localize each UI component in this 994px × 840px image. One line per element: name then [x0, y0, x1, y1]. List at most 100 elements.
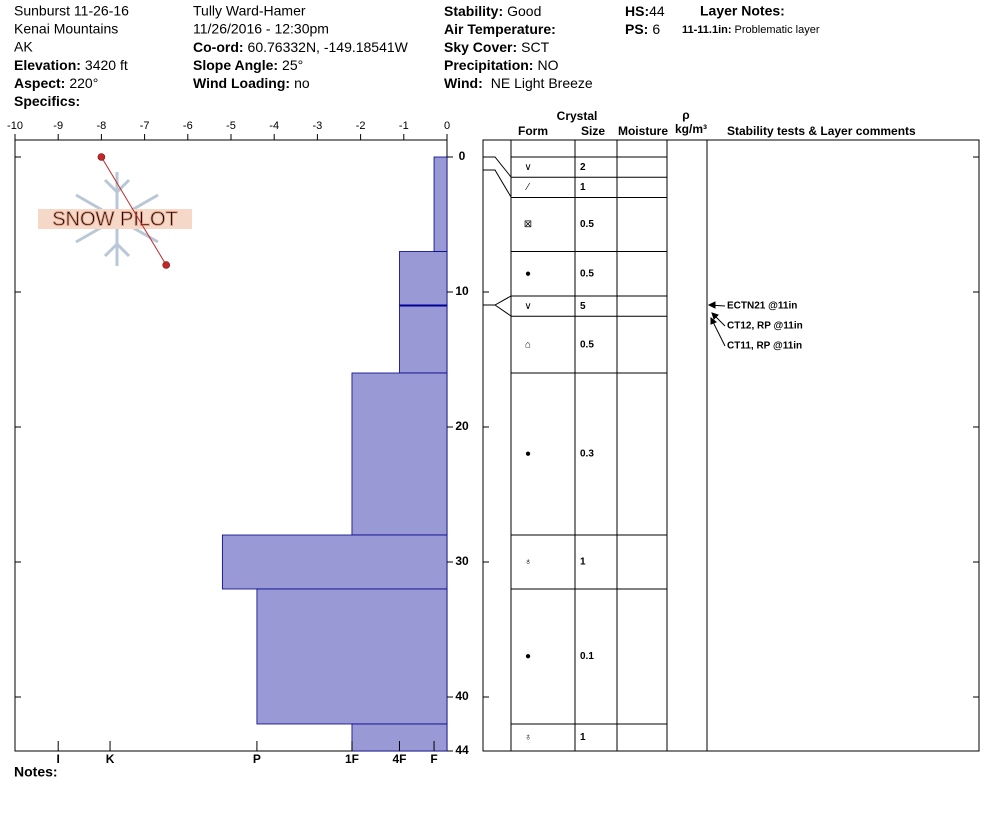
hardness-bar: [256, 588, 448, 725]
col-header: ρ: [682, 108, 689, 122]
header-field: Wind Loading: no: [193, 75, 310, 91]
layer-notes-title: Layer Notes:: [700, 3, 785, 19]
header-field: PS: 6: [625, 21, 660, 37]
x-tick-label: -7: [140, 120, 150, 132]
x-tick-label: -1: [399, 120, 409, 132]
field-label: Aspect:: [14, 75, 65, 91]
x-tick-label: -3: [313, 120, 323, 132]
crystal-form: ⌂: [525, 339, 531, 350]
field-label: Precipitation:: [444, 57, 533, 73]
hardness-tick-label: K: [106, 752, 115, 766]
temperature-line: [100, 156, 167, 266]
crystal-size: 2: [580, 162, 586, 173]
col-header: Size: [581, 124, 605, 138]
crystal-form: ♁: [524, 557, 532, 568]
field-value: SCT: [521, 39, 549, 55]
field-label: Stability:: [444, 3, 503, 19]
crystal-size: 0.5: [580, 219, 594, 230]
x-tick-label: -8: [97, 120, 107, 132]
crystal-size: 1: [580, 182, 586, 193]
crystal-size: 1: [580, 557, 586, 568]
col-header: kg/m³: [675, 122, 707, 136]
field-label: Sky Cover:: [444, 39, 517, 55]
field-label: HS:: [625, 3, 649, 19]
crystal-form: ●: [525, 268, 531, 279]
crystal-form: ♁: [524, 732, 532, 743]
header-field: Sky Cover: SCT: [444, 39, 550, 55]
header-field: Elevation: 3420 ft: [14, 57, 128, 73]
field-label: Slope Angle:: [193, 57, 278, 73]
depth-tick-label: 30: [455, 554, 469, 568]
header-field: 11/26/2016 - 12:30pm: [193, 21, 329, 37]
depth-tick-label: 10: [455, 284, 469, 298]
header-field: Air Temperature:: [444, 21, 556, 37]
hardness-tick-label: F: [430, 752, 437, 766]
layer-note-text: Problematic layer: [735, 24, 820, 36]
crystal-size: 0.5: [580, 268, 594, 279]
crystal-size: 1: [580, 732, 586, 743]
header-field: Precipitation: NO: [444, 57, 559, 73]
x-tick-label: -6: [183, 120, 193, 132]
crystal-form: ⁄: [524, 182, 530, 193]
x-tick-label: -10: [7, 120, 23, 132]
hardness-tick-label: 1F: [345, 752, 359, 766]
field-value: 3420 ft: [85, 57, 128, 73]
hardness-tick-label: I: [57, 752, 60, 766]
watermark-text: SNOW PILOT: [52, 208, 178, 230]
field-value: 60.76332N, -149.18541W: [248, 39, 409, 55]
header-field: Aspect: 220°: [14, 75, 98, 91]
layer-note: 11-11.1in: Problematic layer: [682, 24, 820, 36]
hardness-tick-label: 4F: [392, 752, 406, 766]
depth-tick-label: 44: [455, 743, 469, 757]
x-tick-label: -9: [53, 120, 63, 132]
x-tick-label: 0: [444, 120, 450, 132]
depth-tick-label: 0: [459, 149, 466, 163]
field-value: 220°: [69, 75, 98, 91]
crystal-size: 0.5: [580, 339, 594, 350]
test-arrows: [707, 301, 726, 347]
col-header: Stability tests & Layer comments: [727, 124, 916, 138]
stability-test: CT12, RP @11in: [727, 321, 803, 332]
x-tick-label: -5: [226, 120, 236, 132]
header-field: Kenai Mountains: [14, 21, 118, 37]
hardness-bar: [399, 251, 448, 374]
header-field: Slope Angle: 25°: [193, 57, 303, 73]
field-value: no: [294, 75, 310, 91]
crystal-size: 0.3: [580, 449, 594, 460]
field-value: NO: [537, 57, 558, 73]
crystal-form: ●: [525, 449, 531, 460]
temperature-point: [97, 153, 106, 161]
header-field: AK: [14, 39, 33, 55]
x-tick-label: -4: [269, 120, 279, 132]
crystal-size: 5: [580, 301, 586, 312]
hardness-bar: [433, 156, 448, 252]
field-value: NE Light Breeze: [491, 75, 593, 91]
header-field: Specifics:: [14, 93, 80, 109]
hardness-tick-label: P: [253, 752, 261, 766]
table-columns: [510, 140, 708, 751]
field-label: Air Temperature:: [444, 21, 556, 37]
field-label: PS:: [625, 21, 648, 37]
crystal-size: 0.1: [580, 651, 594, 662]
header-field: Stability: Good: [444, 3, 541, 19]
field-value: 25°: [282, 57, 303, 73]
crystal-form: ●: [525, 651, 531, 662]
field-label: Specifics:: [14, 93, 80, 109]
header-field: Co-ord: 60.76332N, -149.18541W: [193, 39, 409, 55]
stability-test: ECTN21 @11in: [727, 301, 797, 312]
header-field: Sunburst 11-26-16: [14, 3, 129, 19]
col-header: Form: [518, 124, 548, 138]
x-tick-label: -2: [356, 120, 366, 132]
header-field: Wind: NE Light Breeze: [444, 75, 593, 91]
field-label: Co-ord:: [193, 39, 244, 55]
watermark-band: [38, 209, 192, 229]
col-header: Crystal: [557, 109, 598, 123]
temperature-point: [162, 261, 170, 269]
field-label: Elevation:: [14, 57, 81, 73]
layer-note-label: 11-11.1in:: [682, 24, 732, 36]
header-field: HS:44: [625, 3, 665, 19]
col-header: Moisture: [618, 124, 668, 138]
crystal-form: ∨: [524, 301, 531, 312]
field-label: Wind Loading:: [193, 75, 290, 91]
